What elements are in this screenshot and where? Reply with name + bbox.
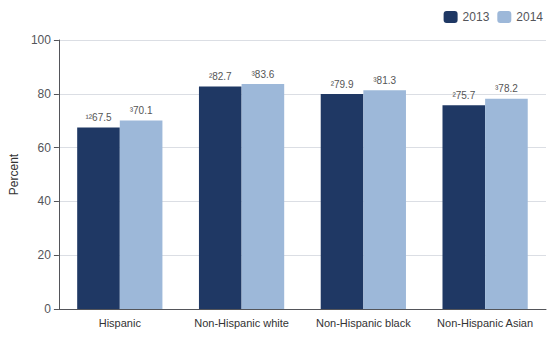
svg-text:Percent: Percent	[7, 153, 21, 195]
svg-text:²75.7: ²75.7	[452, 90, 475, 101]
svg-text:60: 60	[38, 141, 52, 155]
svg-text:Non-Hispanic black: Non-Hispanic black	[316, 317, 411, 329]
svg-text:Non-Hispanic white: Non-Hispanic white	[194, 317, 289, 329]
svg-text:2014: 2014	[516, 10, 543, 24]
svg-text:2013: 2013	[463, 10, 490, 24]
svg-text:³78.2: ³78.2	[495, 83, 518, 94]
svg-text:²82.7: ²82.7	[209, 71, 232, 82]
svg-text:Hispanic: Hispanic	[99, 317, 142, 329]
svg-text:¹²67.5: ¹²67.5	[85, 112, 112, 123]
svg-text:80: 80	[38, 87, 52, 101]
svg-text:100: 100	[31, 33, 51, 47]
svg-text:20: 20	[38, 248, 52, 262]
svg-text:³83.6: ³83.6	[251, 69, 274, 80]
svg-text:Non-Hispanic Asian: Non-Hispanic Asian	[437, 317, 533, 329]
svg-text:²79.9: ²79.9	[331, 79, 354, 90]
svg-text:0: 0	[44, 302, 51, 316]
svg-text:40: 40	[38, 194, 52, 208]
svg-text:³81.3: ³81.3	[373, 75, 396, 86]
svg-text:³70.1: ³70.1	[130, 105, 153, 116]
